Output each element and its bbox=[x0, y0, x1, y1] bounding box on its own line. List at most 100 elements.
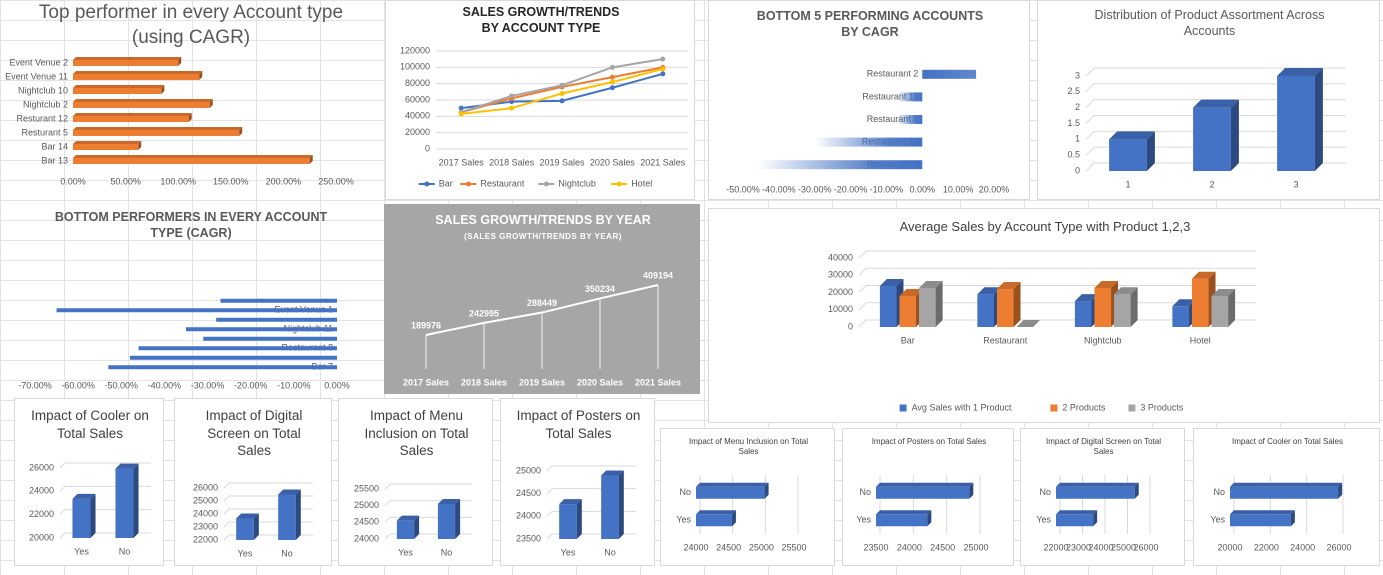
data-label: 242995 bbox=[469, 308, 499, 318]
bar bbox=[1211, 295, 1229, 327]
x-tick-label: -40.00% bbox=[762, 184, 796, 194]
bar bbox=[1114, 294, 1131, 327]
series-line bbox=[460, 66, 663, 114]
y-tick-label: 30000 bbox=[828, 270, 853, 280]
chart-panel: 23500 24000 24500 25000 No Yes Impact of Poste… bbox=[842, 428, 1014, 566]
chart-title: Impact of Cooler on Total Sales bbox=[31, 408, 149, 441]
bar bbox=[278, 494, 296, 540]
y-tick-label: 24500 bbox=[354, 517, 379, 527]
bar bbox=[757, 160, 923, 170]
bar bbox=[977, 294, 994, 327]
bar-top-face bbox=[1056, 482, 1139, 487]
bar-top-face bbox=[996, 282, 1021, 290]
grid-line-depth bbox=[858, 302, 867, 311]
grid-line-depth bbox=[858, 250, 867, 259]
bar-side-face bbox=[161, 85, 165, 94]
chart-panel: -50.00% -40.00% -30.00% -20.00% -10.00% 0.00%… bbox=[708, 0, 1030, 200]
bar bbox=[1074, 301, 1092, 327]
chart-subtitle: (SALES GROWTH/TRENDS BY YEAR) bbox=[464, 232, 622, 241]
chart: 23500 24000 24500 25000 Yes No bbox=[516, 465, 636, 557]
category-label: 2020 Sales bbox=[590, 157, 636, 167]
bar bbox=[696, 514, 732, 527]
category-label: Restaurant 4 bbox=[867, 114, 919, 124]
bar-side-face bbox=[731, 510, 736, 527]
y-tick-label: 20000 bbox=[29, 532, 54, 542]
y-tick-label: 25500 bbox=[354, 483, 379, 493]
chart-title: BOTTOM 5 PERFORMING ACCOUNTS BY CAGR bbox=[756, 9, 984, 40]
grid-line-depth bbox=[59, 509, 66, 516]
chart-title: Average Sales by Account Type with Produ… bbox=[899, 219, 1191, 234]
bar-side-face bbox=[295, 489, 301, 540]
chart: -50.00% -40.00% -30.00% -20.00% -10.00% 0.00%… bbox=[726, 69, 1009, 195]
bar-side-face bbox=[253, 513, 259, 540]
bar-top-face bbox=[1277, 68, 1323, 76]
bar bbox=[1191, 278, 1209, 327]
bar-side-face bbox=[90, 493, 96, 538]
grid-line-depth bbox=[1085, 99, 1095, 109]
line-marker bbox=[559, 90, 565, 96]
category-label: No bbox=[1213, 487, 1225, 497]
grid-line-depth bbox=[223, 495, 230, 502]
bar bbox=[203, 336, 337, 341]
bar-side-face bbox=[969, 482, 974, 499]
chart: 20000 22000 24000 26000 Yes No bbox=[29, 462, 151, 556]
bar bbox=[899, 295, 917, 327]
chart: 0 0.5 1 1.5 2 2.5 3 1 2 3 bbox=[1067, 67, 1346, 189]
x-tick-label: 26000 bbox=[1133, 542, 1158, 552]
x-tick-label: 25000 bbox=[749, 542, 774, 552]
bar-side-face bbox=[199, 71, 203, 80]
bar bbox=[73, 158, 310, 164]
bar-top-face bbox=[696, 482, 769, 487]
grid-line-depth bbox=[546, 488, 553, 495]
y-tick-label: 60000 bbox=[405, 94, 430, 104]
bar bbox=[1094, 288, 1112, 327]
bar-side-face bbox=[1134, 482, 1139, 499]
bar-top-face bbox=[899, 288, 924, 296]
bar bbox=[696, 486, 765, 499]
grid-line-depth bbox=[1085, 115, 1095, 124]
bar-side-face bbox=[414, 515, 420, 539]
bar-top-face bbox=[1230, 510, 1295, 515]
bar bbox=[897, 92, 923, 102]
y-tick-label: 40000 bbox=[828, 252, 853, 262]
grid-line-depth bbox=[59, 532, 66, 539]
bar bbox=[1056, 486, 1135, 499]
y-tick-label: 25000 bbox=[193, 495, 218, 505]
grid-line-depth bbox=[384, 483, 391, 490]
category-label: 2020 Sales bbox=[577, 377, 623, 387]
data-label: 189976 bbox=[411, 320, 441, 330]
chart-title: Impact of Digital Screen on Total Sales bbox=[205, 408, 303, 459]
chart-panel: 22000 23000 24000 25000 26000 No Yes Impact of … bbox=[1020, 428, 1185, 566]
bar bbox=[220, 298, 337, 303]
y-tick-label: 26000 bbox=[193, 482, 218, 492]
x-tick-label: 150.00% bbox=[213, 176, 249, 186]
category-label: Resturant 5 bbox=[21, 127, 68, 137]
y-tick-label: 22000 bbox=[29, 509, 54, 519]
chart-panel: 2017 Sales 2018 Sales 2019 Sales 2020 Sales… bbox=[384, 204, 700, 394]
bar-top-face bbox=[73, 141, 142, 144]
bar-side-face bbox=[1228, 288, 1236, 327]
category-label: Restaurant bbox=[983, 335, 1028, 345]
chart: 0 20000 40000 60000 80000 100000 120000 2017 Sa… bbox=[400, 45, 688, 188]
category-label: 2018 Sales bbox=[461, 377, 507, 387]
bar-top-face bbox=[1191, 271, 1216, 279]
line-marker bbox=[458, 111, 464, 117]
bar bbox=[72, 498, 91, 538]
category-label: No bbox=[604, 547, 616, 557]
bar-top-face bbox=[696, 510, 736, 515]
legend-swatch bbox=[1128, 404, 1136, 412]
category-label: Hotel bbox=[1190, 335, 1211, 345]
x-tick-label: 25000 bbox=[963, 542, 988, 552]
x-tick-label: 24000 bbox=[683, 542, 708, 552]
y-tick-label: 24500 bbox=[516, 488, 541, 498]
bar-side-face bbox=[576, 499, 582, 539]
data-label: 288449 bbox=[527, 298, 557, 308]
chart-panel: 23500 24000 24500 25000 Yes No Impact of Poste… bbox=[500, 398, 655, 566]
grid-line-depth bbox=[384, 500, 391, 507]
chart-panel: 22000 23000 24000 25000 26000 Yes No Impact of … bbox=[174, 398, 332, 566]
grid-line-depth bbox=[384, 516, 391, 523]
chart-panel: 24000 24500 25000 25500 Yes No Impact of Menu … bbox=[338, 398, 493, 566]
line-marker bbox=[660, 66, 666, 72]
x-tick-label: -10.00% bbox=[870, 184, 904, 194]
